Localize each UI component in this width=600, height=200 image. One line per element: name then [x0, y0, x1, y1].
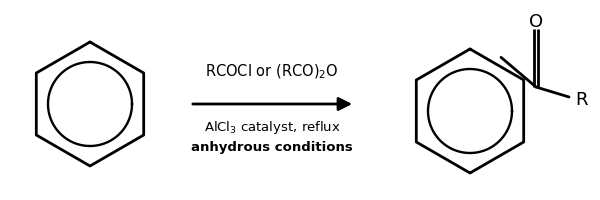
Text: RCOCl or (RCO)$_2$O: RCOCl or (RCO)$_2$O: [205, 62, 339, 81]
Text: anhydrous conditions: anhydrous conditions: [191, 141, 353, 154]
Text: AlCl$_3$ catalyst, reflux: AlCl$_3$ catalyst, reflux: [203, 119, 340, 136]
Text: R: R: [575, 91, 587, 108]
Text: O: O: [529, 13, 543, 31]
